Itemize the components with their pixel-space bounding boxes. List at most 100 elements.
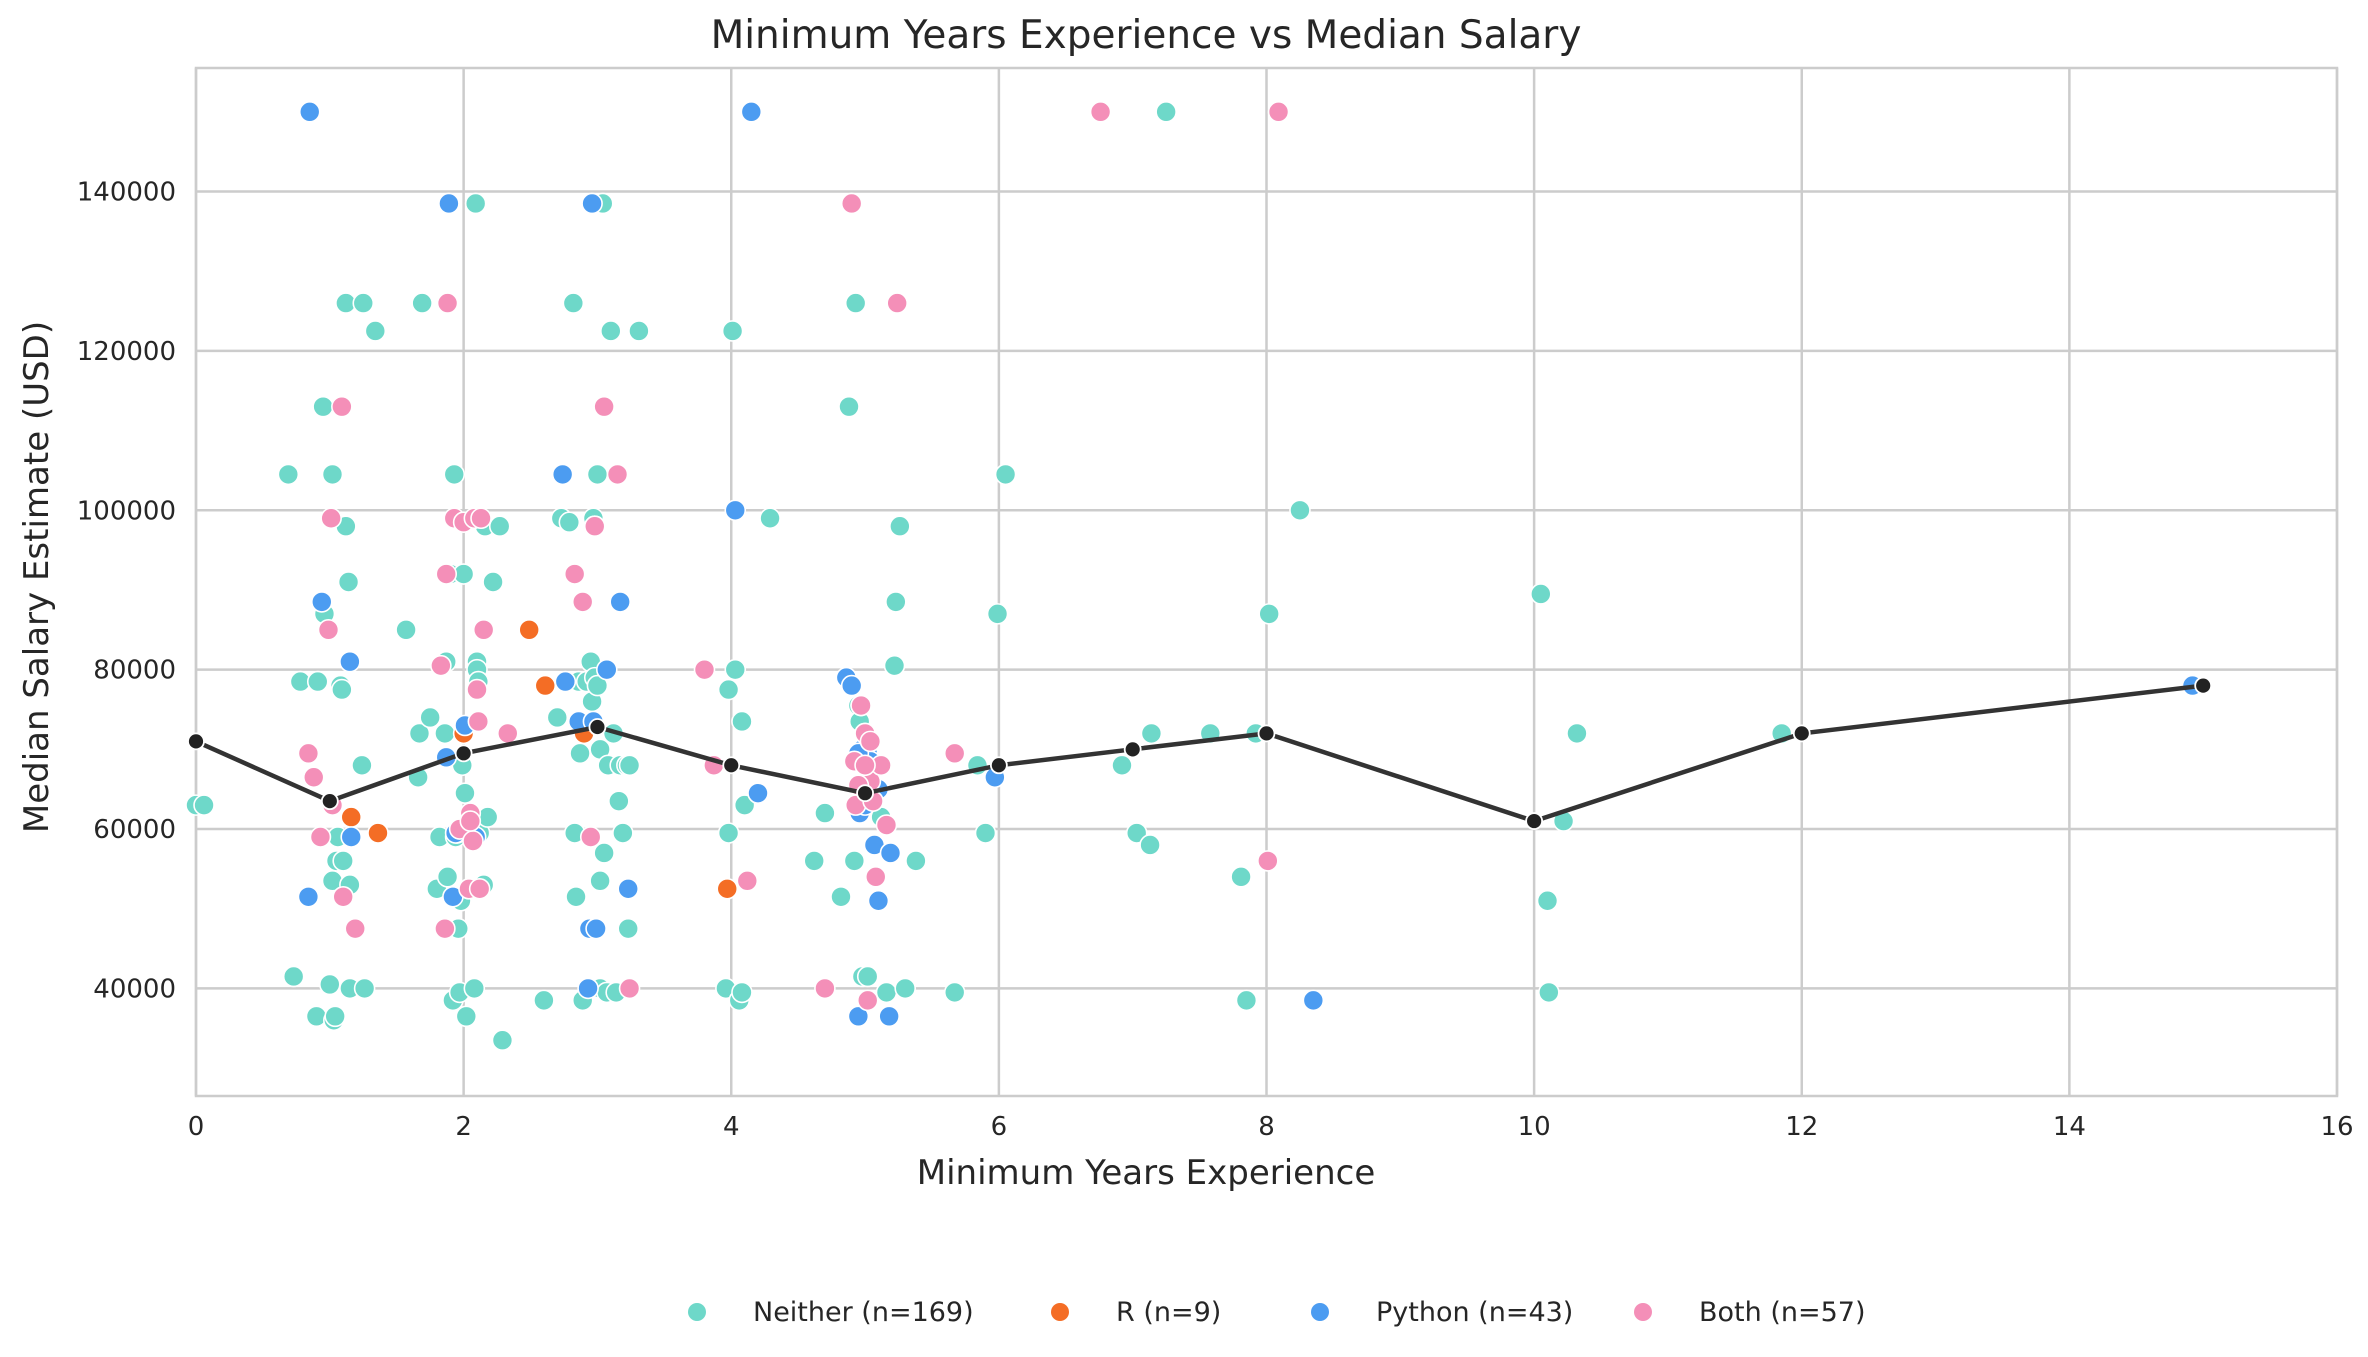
x-tick-label: 6: [991, 1112, 1008, 1142]
data-point: [889, 515, 911, 538]
data-point: [894, 977, 917, 1000]
data-point: [491, 1029, 514, 1052]
data-point: [1230, 866, 1252, 888]
data-point: [332, 885, 354, 908]
data-point: [310, 591, 333, 613]
data-point: [443, 463, 466, 486]
median-trend-line: [195, 683, 2204, 824]
data-point: [1140, 722, 1163, 745]
data-point: [879, 842, 902, 864]
data-point: [608, 790, 630, 812]
data-point: [589, 870, 611, 892]
data-point: [467, 710, 490, 733]
data-point: [466, 678, 488, 701]
data-point: [306, 670, 329, 693]
data-point: [319, 973, 341, 996]
data-point: [277, 463, 300, 486]
data-point: [618, 977, 641, 1000]
x-tick-label: 14: [2053, 1112, 2086, 1142]
data-point: [455, 1005, 478, 1028]
data-point: [436, 292, 459, 314]
data-point: [569, 742, 591, 765]
data-point: [551, 463, 574, 486]
data-point: [436, 866, 459, 888]
data-point: [312, 395, 334, 418]
legend-label: Neither (n=169): [753, 1297, 974, 1328]
data-point: [340, 826, 363, 848]
data-points: [185, 101, 2204, 1052]
data-point: [533, 989, 555, 1012]
data-point: [875, 981, 898, 1004]
data-point: [581, 192, 603, 215]
data-point: [830, 885, 852, 908]
data-point: [583, 515, 606, 538]
x-tick-label: 0: [188, 1112, 205, 1142]
y-tick-label: 140000: [77, 178, 176, 208]
data-point: [438, 192, 460, 215]
data-point: [943, 981, 966, 1004]
data-point: [803, 850, 826, 872]
data-point: [974, 822, 997, 844]
data-point: [472, 619, 495, 641]
trend-line-group: [187, 676, 2213, 830]
plot-frame: [194, 66, 2339, 1098]
data-point: [353, 977, 376, 1000]
data-point: [875, 814, 898, 836]
y-tick-label: 60000: [93, 815, 176, 845]
data-point: [731, 981, 753, 1004]
trend-point: [1792, 724, 1811, 743]
data-point: [321, 463, 344, 486]
data-point: [1258, 603, 1280, 625]
data-point: [324, 1005, 346, 1028]
data-point: [843, 850, 866, 872]
data-point: [847, 1005, 870, 1028]
trend-point: [989, 756, 1008, 775]
data-point: [840, 192, 863, 215]
data-point: [586, 463, 609, 486]
data-point: [476, 806, 499, 828]
x-axis-label: Minimum Years Experience: [917, 1153, 1376, 1193]
data-point: [814, 802, 836, 824]
data-point: [717, 822, 740, 844]
data-point: [302, 766, 325, 789]
data-point: [1566, 722, 1588, 745]
data-point: [298, 101, 321, 123]
legend: Neither (n=169) R (n=9) Python (n=43) Both …: [688, 1297, 1865, 1328]
data-point: [856, 965, 879, 988]
data-point: [859, 730, 882, 753]
trend-point: [588, 718, 607, 736]
data-point: [462, 830, 484, 852]
data-point: [724, 658, 747, 681]
data-point: [840, 674, 863, 697]
data-point: [1257, 850, 1279, 872]
data-point: [1538, 981, 1560, 1004]
data-point: [740, 101, 763, 123]
data-point: [496, 722, 519, 745]
data-point: [468, 878, 491, 900]
x-tick-label: 16: [2320, 1112, 2353, 1142]
data-point: [867, 889, 890, 912]
data-point: [856, 989, 879, 1012]
data-point: [1139, 834, 1161, 856]
data-point: [721, 320, 744, 342]
legend-label: Python (n=43): [1376, 1297, 1573, 1328]
data-point: [364, 320, 387, 342]
data-point: [339, 650, 361, 673]
data-point: [408, 722, 431, 745]
data-point: [585, 917, 607, 940]
x-tick-label: 2: [455, 1112, 472, 1142]
trend-point: [187, 732, 205, 751]
data-point: [1289, 499, 1311, 522]
data-point: [297, 885, 320, 908]
data-point: [419, 706, 441, 729]
data-point: [367, 822, 389, 844]
data-point: [337, 571, 360, 593]
legend-marker: [1311, 1303, 1329, 1321]
data-point: [600, 320, 622, 342]
data-point: [282, 965, 305, 988]
trend-point: [454, 744, 473, 763]
data-point: [864, 866, 887, 888]
data-point: [994, 463, 1017, 486]
data-point: [844, 292, 867, 314]
legend-label: R (n=9): [1116, 1297, 1221, 1328]
